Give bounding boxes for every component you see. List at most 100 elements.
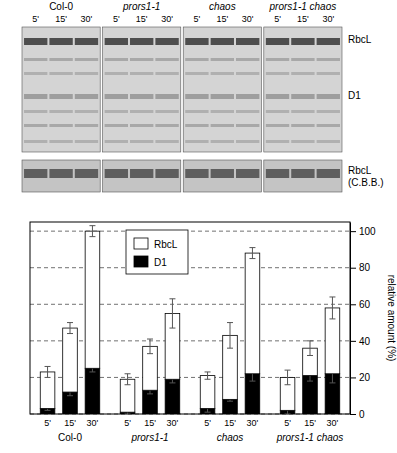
- legend: RbcLD1: [126, 230, 188, 274]
- gel-band: [75, 58, 98, 61]
- stain-panel: [103, 160, 181, 192]
- gel-band: [317, 38, 340, 45]
- error-whisker: [70, 323, 71, 334]
- tick-label: 0: [359, 409, 365, 420]
- gel-band: [130, 140, 153, 143]
- gel-band: [155, 140, 178, 143]
- gel-band: [49, 72, 72, 75]
- error-cap: [329, 382, 335, 383]
- x-tick-label: 15': [304, 418, 316, 428]
- gel-band: [291, 110, 314, 113]
- tick-label: 100: [359, 226, 376, 237]
- stain-panel: [264, 160, 342, 192]
- bar-segment: [63, 392, 78, 414]
- tick-mark: [350, 304, 356, 305]
- bar-segment: [63, 328, 78, 392]
- gel-band: [105, 140, 128, 143]
- gel-panel: [22, 27, 100, 152]
- error-cap: [285, 414, 291, 415]
- gel-band: [211, 140, 234, 143]
- gel-band: [266, 110, 289, 113]
- gel-panel: [183, 27, 261, 152]
- error-cap: [285, 384, 291, 385]
- gel-band: [236, 124, 259, 127]
- error-whisker: [310, 341, 311, 356]
- gel-lane-label: 30': [81, 14, 93, 24]
- x-tick-label: 15': [64, 418, 76, 428]
- error-bar: [147, 339, 153, 354]
- gel-band: [49, 110, 72, 113]
- gel-band: [185, 94, 208, 99]
- gel-band: [49, 38, 72, 45]
- error-cap: [89, 236, 95, 237]
- stain-band: [236, 169, 259, 178]
- error-cap: [169, 328, 175, 329]
- gel-group-label: prors1-1: [122, 1, 160, 12]
- gel-band: [185, 72, 208, 75]
- error-cap: [147, 393, 153, 394]
- tick: 80: [350, 262, 371, 273]
- stain-band: [24, 169, 47, 178]
- tick: 20: [350, 372, 371, 383]
- gel-band: [317, 140, 340, 143]
- gel-lane-label: 5': [32, 14, 39, 24]
- stain-band: [317, 169, 340, 178]
- error-whisker: [252, 248, 253, 259]
- gel-band: [24, 124, 47, 127]
- grid-line: [30, 231, 350, 232]
- error-whisker: [92, 226, 93, 237]
- error-whisker: [332, 297, 333, 319]
- y-axis-title: relative amount (%): [386, 275, 397, 362]
- bar-segment: [85, 231, 100, 368]
- x-tick-label: 5': [204, 418, 211, 428]
- gel-band: [24, 140, 47, 143]
- gel-lane-label: 15': [136, 14, 148, 24]
- error-bar: [249, 248, 255, 259]
- gel-lane-label: 5': [194, 14, 201, 24]
- x-tick-label: 15': [144, 418, 156, 428]
- gel-band: [155, 110, 178, 113]
- bar-segment: [165, 379, 180, 414]
- error-cap: [45, 410, 51, 411]
- gel-band: [24, 58, 47, 61]
- gel-band: [75, 140, 98, 143]
- gel-group-label: prors1-1 chaos: [269, 1, 337, 12]
- tick-label: 80: [359, 262, 371, 273]
- gel-lane-label: 30': [161, 14, 173, 24]
- gel-band: [236, 110, 259, 113]
- bar-segment: [143, 390, 158, 414]
- gel-band: [266, 72, 289, 75]
- error-cap: [329, 318, 335, 319]
- gel-band: [105, 72, 128, 75]
- error-cap: [169, 382, 175, 383]
- tick-mark: [350, 414, 356, 415]
- tick-mark: [350, 341, 356, 342]
- stain-label: RbcL: [348, 165, 372, 176]
- gel-lane-label: 5': [113, 14, 120, 24]
- error-whisker: [230, 323, 231, 349]
- tick: 60: [350, 299, 371, 310]
- x-tick-label: 30': [87, 418, 99, 428]
- legend-label: RbcL: [154, 239, 178, 250]
- grid-line: [30, 304, 350, 305]
- error-cap: [89, 371, 95, 372]
- tick-label: 60: [359, 299, 371, 310]
- error-cap: [169, 298, 175, 299]
- gel-band: [75, 94, 98, 99]
- x-tick-label: 30': [167, 418, 179, 428]
- gel-band: [291, 72, 314, 75]
- error-cap: [307, 340, 313, 341]
- gel-band: [291, 58, 314, 61]
- error-bar: [285, 370, 291, 385]
- error-bar: [67, 323, 73, 334]
- gel-band: [236, 58, 259, 61]
- stain-band: [130, 169, 153, 178]
- gel-band: [105, 58, 128, 61]
- x-tick-label: 5': [124, 418, 131, 428]
- gel-band: [317, 94, 340, 99]
- x-tick-label: 15': [224, 418, 236, 428]
- gel-band: [105, 38, 128, 45]
- gel-band: [155, 72, 178, 75]
- gel-band: [75, 38, 98, 45]
- error-cap: [67, 395, 73, 396]
